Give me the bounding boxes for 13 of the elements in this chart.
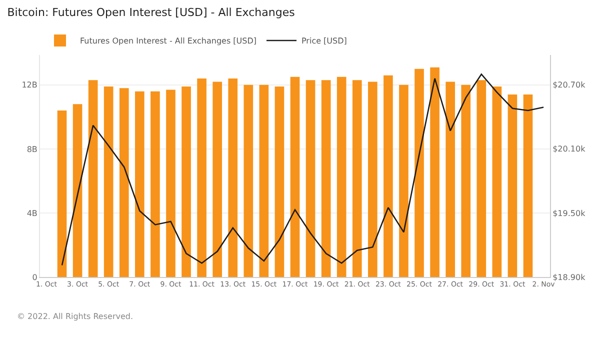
y2-tick-label: $20.70k [552,80,586,90]
y-tick-label: 8B [26,144,38,154]
y2-tick-label: $19.50k [552,208,586,218]
y-tick-label: 0 [32,272,38,282]
line-series [61,74,544,266]
y-tick-label: 12B [22,80,38,90]
y-tick-label: 4B [26,208,38,218]
legend-label: Futures Open Interest - All Exchanges [USD] [80,36,256,46]
y2-tick-label: $20.10k [552,144,586,154]
text: © 2022. All Rights Reserved. [17,312,134,321]
legend-label: Price [USD] [302,36,347,46]
chart-title: Bitcoin: Futures Open Interest [USD] - All Exchanges [7,6,296,20]
y2-tick-label: $18.90k [552,272,586,282]
